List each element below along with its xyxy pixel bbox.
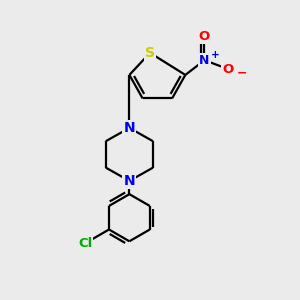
Text: +: +	[211, 50, 220, 60]
Text: Cl: Cl	[78, 237, 92, 250]
Text: O: O	[199, 30, 210, 43]
Text: N: N	[124, 174, 135, 188]
Text: N: N	[199, 54, 210, 67]
Text: N: N	[124, 121, 135, 135]
Text: O: O	[222, 62, 234, 76]
Text: −: −	[237, 66, 247, 79]
Text: S: S	[145, 46, 155, 60]
